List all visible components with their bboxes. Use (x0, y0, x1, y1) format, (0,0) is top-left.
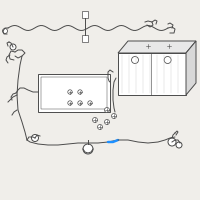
Circle shape (2, 28, 8, 33)
Circle shape (78, 90, 82, 94)
Circle shape (68, 101, 72, 105)
Circle shape (176, 142, 182, 148)
Circle shape (98, 124, 102, 130)
Circle shape (168, 138, 176, 146)
Circle shape (32, 134, 38, 142)
Polygon shape (118, 41, 196, 53)
Circle shape (10, 44, 16, 50)
Polygon shape (186, 41, 196, 95)
Polygon shape (38, 74, 110, 112)
FancyBboxPatch shape (82, 11, 88, 18)
Circle shape (68, 90, 72, 94)
Circle shape (112, 114, 116, 118)
Circle shape (164, 56, 171, 64)
Circle shape (92, 117, 98, 122)
Polygon shape (118, 53, 186, 95)
Circle shape (78, 101, 82, 105)
Circle shape (88, 101, 92, 105)
FancyBboxPatch shape (82, 35, 88, 42)
Circle shape (104, 119, 110, 124)
Circle shape (83, 144, 93, 154)
Circle shape (132, 56, 138, 64)
Polygon shape (41, 77, 107, 109)
Circle shape (104, 108, 110, 112)
